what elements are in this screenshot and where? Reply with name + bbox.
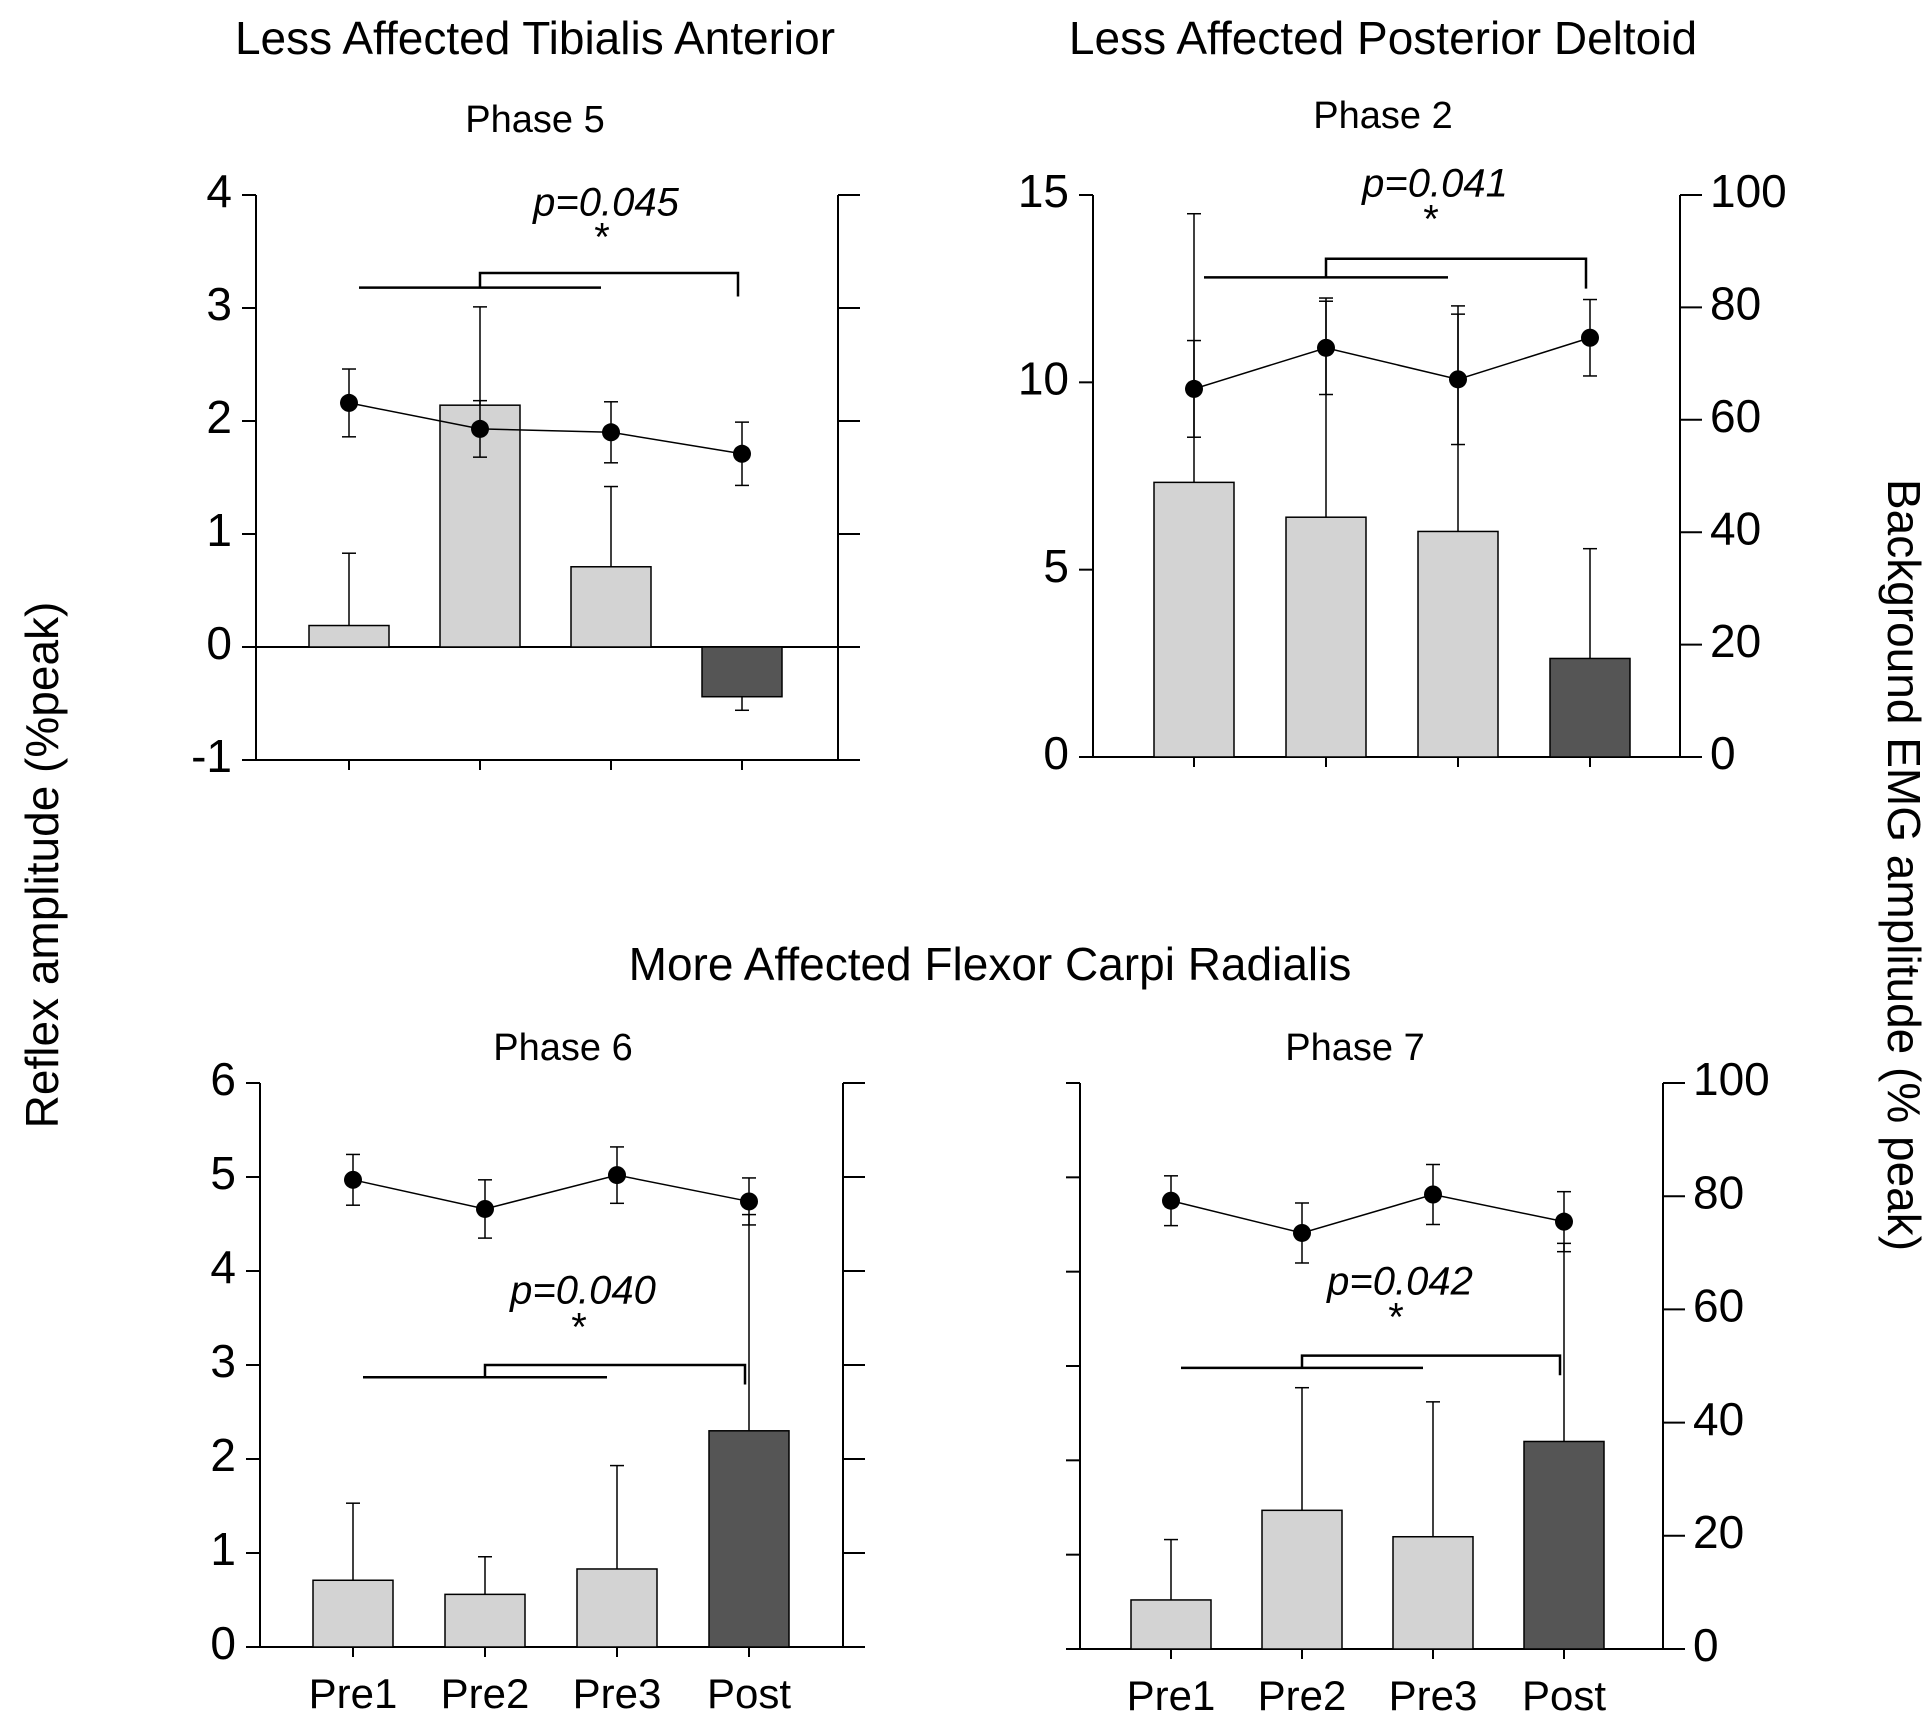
p-value-label: p=0.042 xyxy=(1326,1260,1473,1304)
left-y-tick-label: 4 xyxy=(206,165,232,217)
significance-star: * xyxy=(1388,1296,1404,1340)
right-y-tick-label: 80 xyxy=(1693,1166,1744,1218)
bar-pre3 xyxy=(1392,1535,1474,1650)
chart-panel-3: Phase 6 0 1 2 3 4 5 6 Pre1 Pre2 Pre3 Post p=0.040* xyxy=(210,1027,865,1717)
sig-bracket xyxy=(1300,1354,1562,1376)
left-y-tick-label: 3 xyxy=(206,278,232,330)
left-y-tick-label: 5 xyxy=(1043,540,1069,592)
emg-point-pre1 xyxy=(340,393,358,412)
emg-point-pre3 xyxy=(602,423,620,442)
left-y-axis-label: Reflex amplitude (%peak) xyxy=(16,602,68,1129)
bar-post xyxy=(701,646,783,698)
right-y-tick-label: 20 xyxy=(1693,1506,1744,1558)
left-y-tick-label: 0 xyxy=(210,1617,236,1669)
significance-star: * xyxy=(571,1306,587,1350)
emg-point-pre2 xyxy=(476,1199,494,1218)
bar-pre3 xyxy=(570,566,652,648)
bottom-panel-title: More Affected Flexor Carpi Radialis xyxy=(629,938,1352,990)
emg-point-pre3 xyxy=(1424,1185,1442,1204)
left-y-tick-label: 2 xyxy=(210,1429,236,1481)
x-tick-label-pre3: Pre3 xyxy=(1389,1672,1478,1719)
bar-pre1 xyxy=(1130,1599,1212,1650)
x-tick-label-pre1: Pre1 xyxy=(1127,1672,1216,1719)
bar-pre1 xyxy=(308,624,390,648)
emg-point-post xyxy=(1555,1212,1573,1231)
bar-pre3 xyxy=(576,1568,658,1648)
chart-panel-2: Less Affected Posterior Deltoid Phase 2 0 5… xyxy=(1018,12,1787,779)
bar-post xyxy=(708,1430,790,1648)
right-y-tick-label: 40 xyxy=(1693,1393,1744,1445)
sig-bracket xyxy=(483,1363,747,1385)
right-y-tick-label: 60 xyxy=(1710,390,1761,442)
emg-point-pre1 xyxy=(344,1170,362,1189)
x-tick-label-pre2: Pre2 xyxy=(1258,1672,1347,1719)
right-y-tick-label: 0 xyxy=(1693,1619,1719,1671)
left-y-tick-label: 2 xyxy=(206,391,232,443)
emg-point-post xyxy=(1581,328,1599,347)
left-y-tick-label: 1 xyxy=(210,1523,236,1575)
p-value-label: p=0.040 xyxy=(509,1269,656,1313)
bar-post xyxy=(1523,1440,1605,1650)
emg-point-post xyxy=(740,1192,758,1211)
right-y-tick-label: 40 xyxy=(1710,502,1761,554)
emg-point-pre3 xyxy=(608,1166,626,1185)
chart-subtitle: Phase 5 xyxy=(465,99,604,141)
left-y-tick-label: 6 xyxy=(210,1053,236,1105)
significance-star: * xyxy=(594,216,610,260)
charts-container: Less Affected Tibialis Anterior Phase 5 -1… xyxy=(191,12,1787,1719)
sig-bracket xyxy=(478,271,740,297)
x-tick-label-pre1: Pre1 xyxy=(309,1670,398,1717)
emg-point-post xyxy=(733,444,751,463)
chart-panel-1: Less Affected Tibialis Anterior Phase 5 -1… xyxy=(191,12,860,782)
bar-post xyxy=(1549,657,1631,758)
left-y-tick-label: -1 xyxy=(191,730,232,782)
bar-pre1 xyxy=(1153,481,1235,758)
emg-line xyxy=(352,1174,750,1210)
left-y-tick-label: 1 xyxy=(206,504,232,556)
bar-pre2 xyxy=(1261,1509,1343,1650)
left-y-tick-label: 0 xyxy=(1043,727,1069,779)
emg-point-pre2 xyxy=(1293,1223,1311,1242)
left-y-tick-label: 4 xyxy=(210,1241,236,1293)
right-y-tick-label: 0 xyxy=(1710,727,1736,779)
x-tick-label-post: Post xyxy=(1522,1672,1606,1719)
emg-line xyxy=(348,402,743,455)
left-y-tick-label: 15 xyxy=(1018,165,1069,217)
emg-point-pre2 xyxy=(1317,338,1335,357)
left-y-tick-label: 3 xyxy=(210,1335,236,1387)
chart-panel-4: Phase 7 0 20 40 60 80 100 Pre1 Pre2 Pre3 Post p=0.0… xyxy=(1066,1027,1770,1719)
bar-pre3 xyxy=(1417,530,1499,758)
right-y-tick-label: 60 xyxy=(1693,1280,1744,1332)
chart-subtitle: Phase 6 xyxy=(493,1027,632,1069)
emg-point-pre1 xyxy=(1185,379,1203,398)
sig-bracket xyxy=(1324,257,1588,289)
significance-star: * xyxy=(1423,198,1439,242)
x-tick-label-post: Post xyxy=(707,1670,791,1717)
bar-pre1 xyxy=(312,1579,394,1648)
chart-subtitle: Phase 7 xyxy=(1285,1027,1424,1069)
right-y-tick-label: 100 xyxy=(1693,1053,1770,1105)
emg-line xyxy=(1170,1193,1565,1234)
emg-point-pre1 xyxy=(1162,1191,1180,1210)
emg-point-pre2 xyxy=(471,419,489,438)
right-y-tick-label: 80 xyxy=(1710,278,1761,330)
emg-point-pre3 xyxy=(1449,370,1467,389)
p-value-label: p=0.041 xyxy=(1361,162,1508,206)
chart-title: Less Affected Tibialis Anterior xyxy=(235,12,835,64)
right-y-axis-label: Background EMG amplitude (% peak) xyxy=(1878,479,1926,1251)
right-y-tick-label: 20 xyxy=(1710,615,1761,667)
left-y-tick-label: 10 xyxy=(1018,352,1069,404)
bar-pre2 xyxy=(444,1593,526,1648)
bar-pre2 xyxy=(1285,516,1367,758)
p-value-label: p=0.045 xyxy=(532,181,679,225)
chart-subtitle: Phase 2 xyxy=(1313,95,1452,137)
left-y-tick-label: 5 xyxy=(210,1147,236,1199)
emg-line xyxy=(1193,337,1591,390)
chart-title: Less Affected Posterior Deltoid xyxy=(1069,12,1697,64)
x-tick-label-pre3: Pre3 xyxy=(573,1670,662,1717)
right-y-tick-label: 100 xyxy=(1710,165,1787,217)
left-y-tick-label: 0 xyxy=(206,617,232,669)
x-tick-label-pre2: Pre2 xyxy=(441,1670,530,1717)
